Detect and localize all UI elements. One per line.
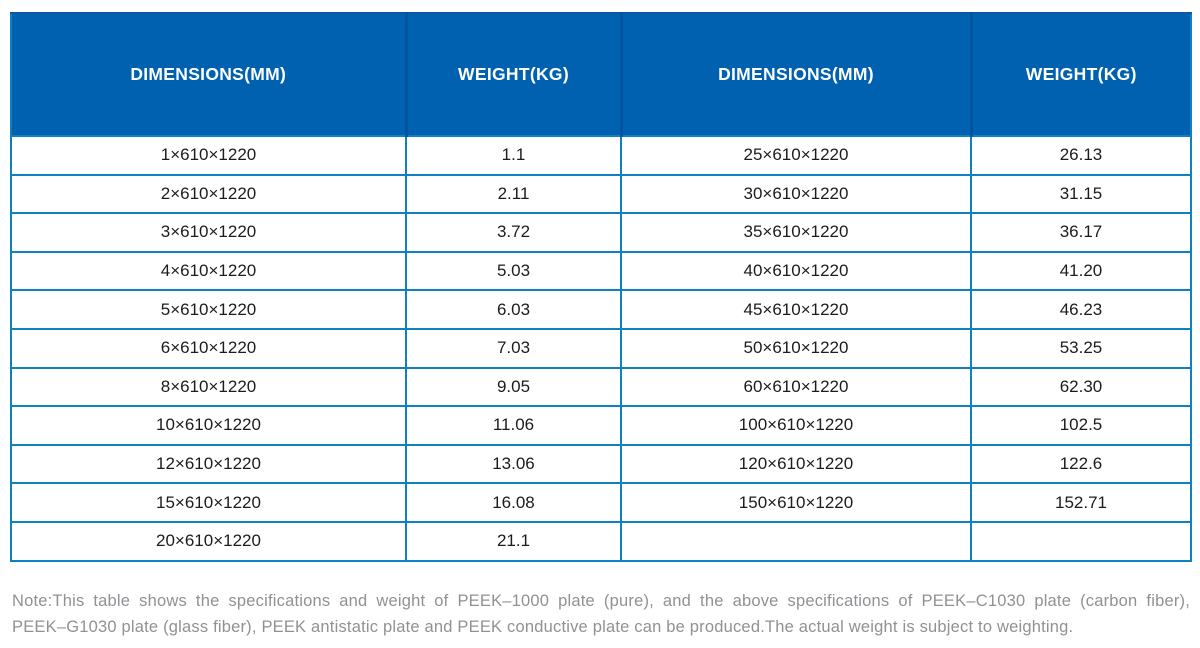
dimensions-cell: 4×610×1220 <box>10 250 407 292</box>
weight-cell: 3.72 <box>405 212 622 253</box>
footnote-line-2: PEEK–G1030 plate (glass fiber), PEEK ant… <box>12 618 1074 636</box>
weight-cell: 62.30 <box>970 366 1192 408</box>
header-weight-left: WEIGHT(KG) <box>404 12 621 137</box>
dimensions-cell: 100×610×1220 <box>620 405 972 446</box>
dimensions-cell: 20×610×1220 <box>10 520 407 562</box>
dimensions-cell: 10×610×1220 <box>10 405 407 446</box>
weight-cell: 122.6 <box>970 443 1192 485</box>
footnote: Note:This table shows the specifications… <box>12 588 1190 640</box>
weight-cell: 21.1 <box>405 520 622 562</box>
header-dimensions-left: DIMENSIONS(MM) <box>11 12 406 137</box>
weight-cell: 7.03 <box>405 327 622 369</box>
table-header: DIMENSIONS(MM) WEIGHT(KG) DIMENSIONS(MM)… <box>11 12 1191 137</box>
weight-cell: 31.15 <box>970 173 1192 215</box>
table-row: 8×610×1220 9.05 60×610×1220 62.30 <box>10 366 1192 408</box>
table-row: 12×610×1220 13.06 120×610×1220 122.6 <box>10 443 1192 485</box>
table-row: 1×610×1220 1.1 25×610×1220 26.13 <box>10 135 1192 176</box>
weight-cell: 13.06 <box>405 443 622 485</box>
table-row: 3×610×1220 3.72 35×610×1220 36.17 <box>10 212 1192 253</box>
weight-cell: 2.11 <box>405 173 622 215</box>
dimensions-cell: 12×610×1220 <box>10 443 407 485</box>
dimensions-cell: 40×610×1220 <box>620 250 972 292</box>
dimensions-cell: 6×610×1220 <box>10 327 407 369</box>
dimensions-cell: 8×610×1220 <box>10 366 407 408</box>
weight-cell: 5.03 <box>405 250 622 292</box>
dimensions-cell: 15×610×1220 <box>10 482 407 523</box>
dimensions-cell: 60×610×1220 <box>620 366 972 408</box>
table-row: 20×610×1220 21.1 <box>10 520 1192 562</box>
table-row: 5×610×1220 6.03 45×610×1220 46.23 <box>10 289 1192 330</box>
table-body: 1×610×1220 1.1 25×610×1220 26.13 2×610×1220 2… <box>10 135 1192 562</box>
weight-cell: 16.08 <box>405 482 622 523</box>
table-row: 2×610×1220 2.11 30×610×1220 31.15 <box>10 173 1192 215</box>
table-row: 10×610×1220 11.06 100×610×1220 102.5 <box>10 405 1192 446</box>
dimensions-cell: 30×610×1220 <box>620 173 972 215</box>
weight-cell: 53.25 <box>970 327 1192 369</box>
peek-plate-spec-table: DIMENSIONS(MM) WEIGHT(KG) DIMENSIONS(MM)… <box>10 12 1192 562</box>
weight-cell <box>970 520 1192 562</box>
weight-cell: 46.23 <box>970 289 1192 330</box>
weight-cell: 1.1 <box>405 135 622 176</box>
dimensions-cell: 45×610×1220 <box>620 289 972 330</box>
footnote-line-1: Note:This table shows the specifications… <box>12 592 1190 610</box>
dimensions-cell: 1×610×1220 <box>10 135 407 176</box>
table-row: 4×610×1220 5.03 40×610×1220 41.20 <box>10 250 1192 292</box>
dimensions-cell: 150×610×1220 <box>620 482 972 523</box>
weight-cell: 36.17 <box>970 212 1192 253</box>
dimensions-cell: 50×610×1220 <box>620 327 972 369</box>
spec-table-container: DIMENSIONS(MM) WEIGHT(KG) DIMENSIONS(MM)… <box>10 12 1192 562</box>
weight-cell: 11.06 <box>405 405 622 446</box>
header-row: DIMENSIONS(MM) WEIGHT(KG) DIMENSIONS(MM)… <box>11 12 1191 137</box>
dimensions-cell: 25×610×1220 <box>620 135 972 176</box>
dimensions-cell: 3×610×1220 <box>10 212 407 253</box>
dimensions-cell: 35×610×1220 <box>620 212 972 253</box>
dimensions-cell: 120×610×1220 <box>620 443 972 485</box>
header-weight-right: WEIGHT(KG) <box>969 12 1191 137</box>
weight-cell: 6.03 <box>405 289 622 330</box>
header-dimensions-right: DIMENSIONS(MM) <box>619 12 971 137</box>
weight-cell: 9.05 <box>405 366 622 408</box>
dimensions-cell: 5×610×1220 <box>10 289 407 330</box>
weight-cell: 152.71 <box>970 482 1192 523</box>
table-row: 15×610×1220 16.08 150×610×1220 152.71 <box>10 482 1192 523</box>
weight-cell: 26.13 <box>970 135 1192 176</box>
dimensions-cell: 2×610×1220 <box>10 173 407 215</box>
weight-cell: 41.20 <box>970 250 1192 292</box>
table-row: 6×610×1220 7.03 50×610×1220 53.25 <box>10 327 1192 369</box>
weight-cell: 102.5 <box>970 405 1192 446</box>
dimensions-cell <box>620 520 972 562</box>
